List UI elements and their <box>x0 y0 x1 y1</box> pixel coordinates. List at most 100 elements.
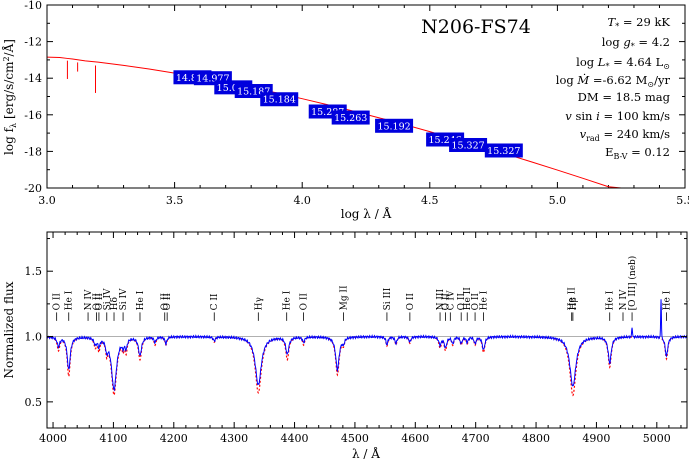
photometry-label: 15.184 <box>263 95 296 106</box>
line-id-label: O II <box>300 293 310 311</box>
spec-xtick-label: 4500 <box>341 432 369 445</box>
line-id-label: Mg II <box>339 285 349 310</box>
line-id-label: O II <box>161 293 171 311</box>
line-id-label: O II <box>406 293 416 311</box>
param-ebv: EB-V = 0.12 <box>605 145 670 161</box>
photometry-label: 15.327 <box>451 140 484 151</box>
param-logg: log g* = 4.2 <box>602 35 670 51</box>
sed-model-curve <box>47 56 622 188</box>
line-id-label: N IV <box>84 289 94 310</box>
line-id-label: O II <box>163 293 173 311</box>
sed-xtick-label: 4.0 <box>293 194 311 207</box>
line-id-label: [O III] (neb) <box>627 256 638 311</box>
spec-xtick-label: 4900 <box>582 432 610 445</box>
observed-spectrum-line <box>47 299 687 392</box>
photometry-label: 15.072 <box>217 83 250 94</box>
line-id-label: Hβ <box>569 297 579 310</box>
line-id-label: He I <box>662 290 672 310</box>
param-dm: DM = 18.5 mag <box>578 90 671 104</box>
sed-ytick-label: -20 <box>24 182 42 195</box>
spec-xtick-label: 4800 <box>522 432 550 445</box>
line-id-label: N III <box>436 289 446 311</box>
param-teff: T* = 29 kK <box>608 15 671 31</box>
line-id-label: O II <box>95 293 105 311</box>
line-id-label: He II <box>568 287 578 311</box>
sed-axis-ticks: 3.0 3.5 4.0 4.5 5.0 5.5 -10 -12 -14 -16 -18 -20 <box>24 0 689 207</box>
photometry-label: 15.246 <box>428 135 461 146</box>
spec-xtick-label: 5000 <box>643 432 671 445</box>
spec-xtick-label: 4300 <box>220 432 248 445</box>
param-vrad: vrad = 240 km/s <box>580 127 671 143</box>
photometry-label: 15.327 <box>487 146 520 157</box>
spectrum-xlabel: λ / Å <box>352 446 380 461</box>
sed-photometry: 14.85114.97715.07215.18715.18415.28715.2… <box>173 70 523 158</box>
sed-xtick-label: 5.0 <box>549 194 567 207</box>
sed-ytick-label: -14 <box>24 72 42 85</box>
sed-xtick-label: 3.0 <box>38 194 56 207</box>
spec-xtick-label: 4100 <box>99 432 127 445</box>
line-id-label: N IV <box>619 289 629 310</box>
sed-title: N206-FS74 <box>421 16 531 38</box>
spectrum-plot-frame <box>46 231 688 429</box>
photometry-label: 14.851 <box>176 73 209 84</box>
photometry-box <box>375 118 414 133</box>
line-id-label: O II <box>471 293 481 311</box>
sed-xtick-label: 4.5 <box>421 194 439 207</box>
model-spectrum-line <box>47 336 687 397</box>
sed-xtick-label: 3.5 <box>166 194 184 207</box>
spec-xtick-label: 4000 <box>39 432 67 445</box>
line-id-label: Si IV <box>119 288 129 310</box>
photometry-box <box>484 143 523 158</box>
param-logmdot: log Ṁ =-6.62 M⊙/yr <box>556 73 671 89</box>
spectrum-curves <box>47 299 687 397</box>
line-id-label: O II <box>441 293 451 311</box>
spec-xtick-label: 4600 <box>401 432 429 445</box>
stellar-parameters: T* = 29 kK log g* = 4.2 log L* = 4.64 L⊙… <box>556 15 671 161</box>
photometry-box <box>449 137 488 152</box>
photometry-label: 14.977 <box>196 74 229 85</box>
line-id-label: O II <box>93 293 103 311</box>
photometry-label: 15.263 <box>334 113 367 124</box>
line-id-label: He I <box>480 290 490 310</box>
photometry-label: 15.187 <box>237 87 270 98</box>
line-id-label: He I <box>283 290 293 310</box>
param-vsini: v sin i = 100 km/s <box>565 109 670 123</box>
sed-ylabel: log fλ [erg/s/cm2/Å] <box>1 39 18 155</box>
photometry-label: 15.192 <box>377 121 410 132</box>
sed-plot-frame <box>46 4 686 189</box>
sed-panel: 3.0 3.5 4.0 4.5 5.0 5.5 -10 -12 -14 -16 -18 -20 14.… <box>1 0 689 221</box>
line-id-label: C IV <box>446 290 456 310</box>
line-id-label: O II <box>457 293 467 311</box>
line-id-label: Si III <box>383 287 393 310</box>
sed-ytick-label: -10 <box>24 0 42 12</box>
line-id-label: C II <box>210 293 220 310</box>
sed-ytick-label: -16 <box>24 109 42 122</box>
photometry-label: 15.287 <box>311 107 344 118</box>
line-id-label: He I <box>65 290 75 310</box>
spectrum-ylabel: Normalized flux <box>2 281 16 378</box>
spec-xtick-label: 4400 <box>281 432 309 445</box>
line-id-label: He II <box>463 287 473 311</box>
spec-ytick-label: 1.0 <box>25 331 43 344</box>
line-id-label: O II <box>53 293 63 311</box>
spec-ytick-label: 0.5 <box>25 396 43 409</box>
sed-model-line <box>47 56 622 188</box>
spec-xtick-label: 4700 <box>462 432 490 445</box>
sed-ytick-label: -12 <box>24 36 42 49</box>
line-id-label: Hγ <box>254 297 264 310</box>
spec-xtick-label: 4200 <box>160 432 188 445</box>
sed-xtick-label: 5.5 <box>676 194 689 207</box>
photometry-box <box>331 110 370 125</box>
line-id-label: Hδ <box>110 297 120 310</box>
spec-ytick-label: 1.5 <box>25 265 43 278</box>
param-logl: log L* = 4.64 L⊙ <box>576 55 670 71</box>
line-id-label: He I <box>606 290 616 310</box>
spectrum-axis-ticks: 4000 4100 4200 4300 4400 4500 4600 4700 4800 4900… <box>25 232 687 445</box>
photometry-box <box>260 92 299 107</box>
line-id-label: He I <box>136 290 146 310</box>
line-id-label: Si IV <box>103 288 113 310</box>
sed-ytick-label: -18 <box>24 145 42 158</box>
